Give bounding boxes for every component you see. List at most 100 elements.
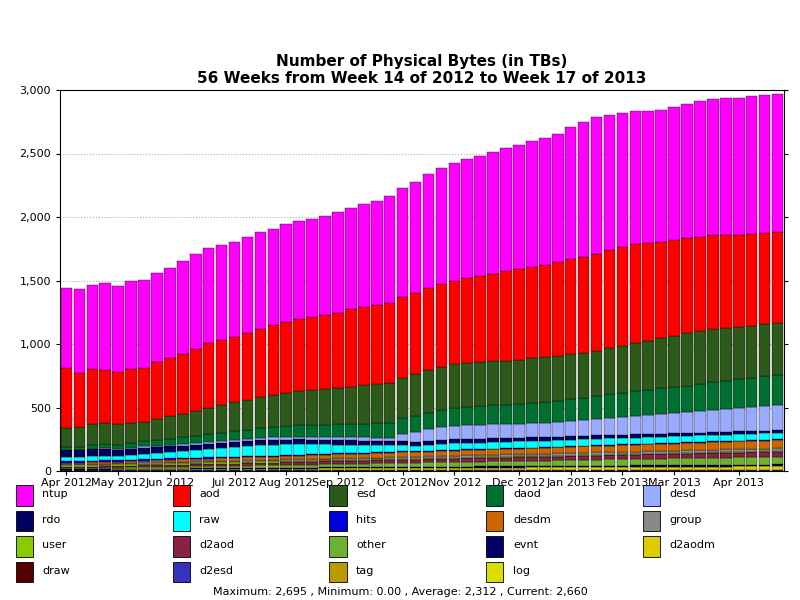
Bar	[229, 242, 240, 337]
Bar	[487, 457, 499, 458]
Bar	[642, 451, 654, 454]
Bar	[513, 457, 525, 461]
Bar	[642, 465, 654, 467]
Bar	[668, 443, 680, 451]
Bar	[617, 452, 628, 454]
Text: evnt: evnt	[513, 540, 538, 550]
Bar	[655, 458, 667, 465]
Bar	[126, 455, 137, 460]
Bar	[500, 404, 512, 424]
Bar	[578, 460, 590, 466]
Bar	[526, 142, 538, 267]
Bar	[746, 449, 758, 452]
Bar	[229, 447, 240, 457]
Bar	[513, 404, 525, 424]
Bar	[526, 448, 538, 454]
Bar	[552, 356, 563, 401]
Bar	[449, 364, 460, 409]
Bar	[565, 447, 577, 453]
Bar	[190, 445, 202, 450]
Bar	[733, 431, 745, 434]
FancyBboxPatch shape	[16, 511, 33, 531]
Bar	[422, 429, 434, 441]
Bar	[435, 168, 447, 284]
Bar	[358, 445, 370, 453]
Bar	[758, 433, 770, 440]
Bar	[422, 175, 434, 288]
Bar	[332, 388, 344, 424]
Bar	[371, 458, 382, 460]
Bar	[604, 348, 615, 394]
Bar	[758, 95, 770, 233]
Bar	[565, 127, 577, 259]
Bar	[733, 327, 745, 379]
Bar	[682, 334, 693, 386]
FancyBboxPatch shape	[16, 536, 33, 557]
FancyBboxPatch shape	[330, 511, 346, 531]
Bar	[682, 104, 693, 238]
Bar	[99, 466, 111, 468]
Bar	[578, 453, 590, 455]
Text: group: group	[670, 515, 702, 525]
Bar	[229, 462, 240, 464]
Bar	[604, 394, 615, 418]
Bar	[294, 461, 305, 462]
Bar	[294, 425, 305, 437]
Bar	[345, 458, 357, 460]
Bar	[449, 439, 460, 443]
Bar	[61, 447, 72, 449]
Bar	[99, 445, 111, 448]
Bar	[126, 370, 137, 424]
Bar	[630, 467, 641, 470]
Bar	[306, 462, 318, 464]
Bar	[435, 458, 447, 459]
Bar	[190, 463, 202, 464]
Bar	[526, 437, 538, 441]
Bar	[435, 463, 447, 467]
Bar	[500, 271, 512, 361]
Bar	[74, 465, 86, 467]
Bar	[565, 453, 577, 455]
Bar	[242, 457, 254, 460]
Bar	[319, 455, 331, 458]
Text: desd: desd	[670, 489, 697, 499]
Bar	[267, 461, 279, 463]
Bar	[552, 466, 563, 467]
Bar	[733, 98, 745, 235]
Bar	[422, 456, 434, 458]
Bar	[500, 148, 512, 271]
Bar	[254, 440, 266, 445]
Bar	[487, 439, 499, 442]
Bar	[565, 354, 577, 399]
Bar	[281, 393, 292, 427]
Bar	[384, 463, 395, 467]
Bar	[371, 445, 382, 452]
Bar	[630, 454, 641, 455]
Bar	[294, 467, 305, 469]
Bar	[682, 443, 693, 451]
Bar	[578, 353, 590, 398]
Bar	[151, 272, 162, 362]
Bar	[668, 458, 680, 465]
Bar	[474, 466, 486, 467]
Bar	[694, 436, 706, 442]
Bar	[668, 240, 680, 336]
Bar	[164, 469, 176, 470]
Bar	[630, 445, 641, 452]
Bar	[642, 390, 654, 415]
Bar	[319, 389, 331, 425]
Bar	[642, 459, 654, 465]
Bar	[410, 460, 422, 463]
Bar	[539, 457, 550, 461]
Bar	[720, 442, 732, 449]
Bar	[604, 439, 615, 445]
Bar	[720, 458, 732, 465]
Bar	[74, 463, 86, 464]
Bar	[500, 466, 512, 467]
Bar	[539, 437, 550, 440]
Bar	[151, 446, 162, 447]
Bar	[449, 455, 460, 458]
Bar	[655, 434, 667, 437]
Bar	[74, 289, 86, 373]
Bar	[99, 456, 111, 460]
